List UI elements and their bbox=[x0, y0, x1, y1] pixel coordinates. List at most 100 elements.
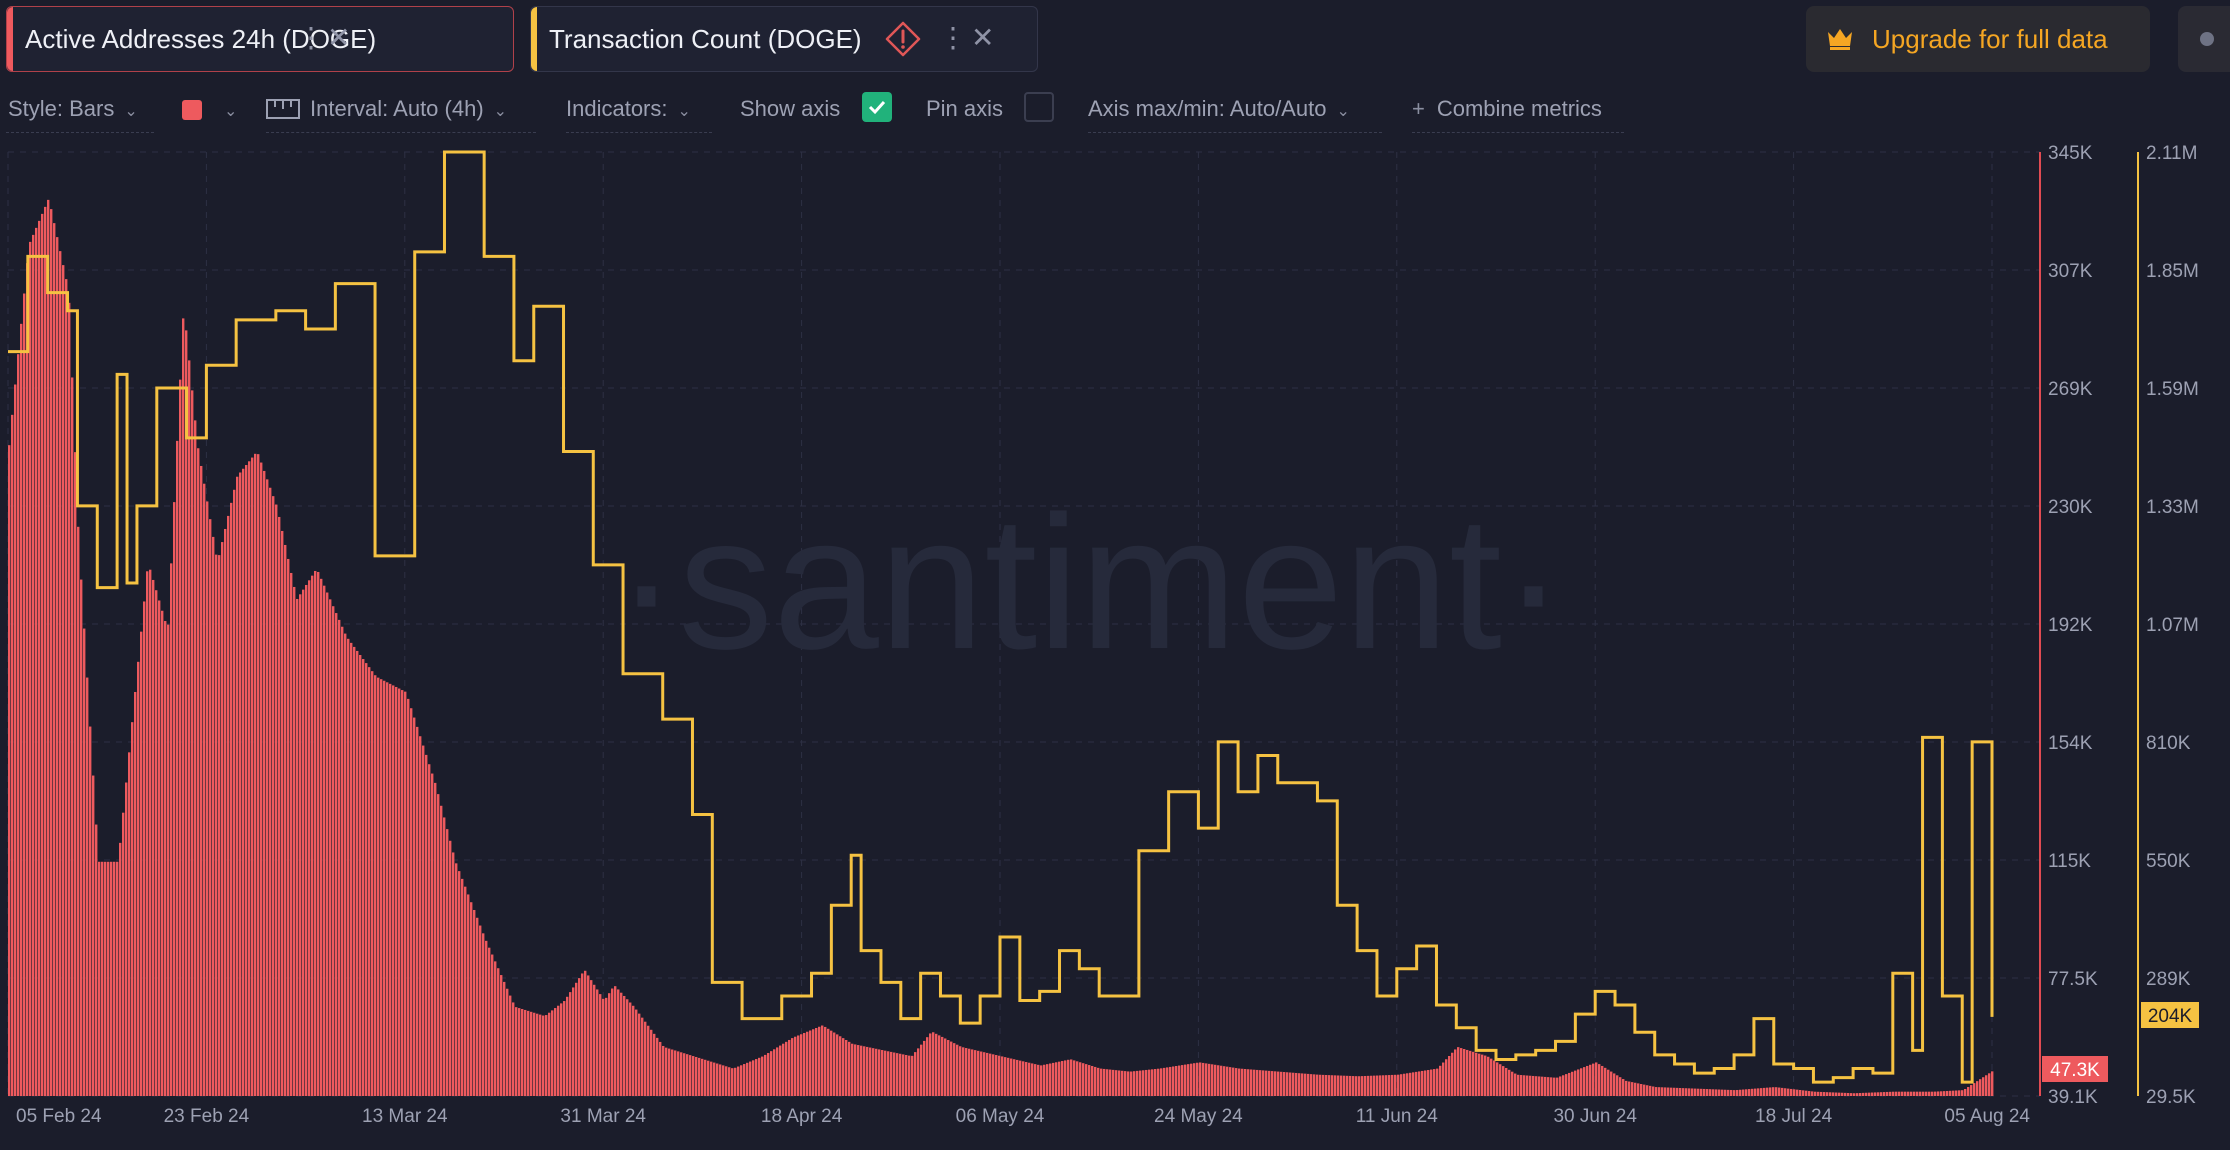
bar bbox=[1976, 1081, 1979, 1096]
show-axis-label: Show axis bbox=[740, 96, 841, 121]
bar bbox=[1988, 1073, 1991, 1096]
bar bbox=[752, 1060, 755, 1096]
bar bbox=[1628, 1081, 1631, 1096]
show-axis-checkbox[interactable] bbox=[862, 92, 892, 122]
corner-menu-button[interactable] bbox=[2178, 6, 2230, 72]
indicators-dropdown[interactable]: Indicators: ⌄ bbox=[566, 96, 691, 122]
color-chevron[interactable]: ⌄ bbox=[214, 96, 237, 122]
bar bbox=[1925, 1091, 1928, 1096]
style-dropdown[interactable]: Style: Bars ⌄ bbox=[8, 96, 138, 122]
bar bbox=[1943, 1091, 1946, 1096]
bar bbox=[680, 1052, 683, 1096]
bar bbox=[1580, 1068, 1583, 1096]
bar bbox=[1250, 1069, 1253, 1096]
bar bbox=[263, 470, 266, 1096]
bar bbox=[962, 1047, 965, 1096]
bar bbox=[980, 1051, 983, 1096]
bar bbox=[1802, 1090, 1805, 1096]
bar bbox=[1211, 1064, 1214, 1096]
bar bbox=[1805, 1090, 1808, 1096]
left-tick-label: 345K bbox=[2048, 143, 2093, 164]
bar bbox=[413, 717, 416, 1096]
bar bbox=[1703, 1088, 1706, 1096]
bar bbox=[1205, 1063, 1208, 1096]
bar bbox=[479, 925, 482, 1096]
bar bbox=[1151, 1069, 1154, 1096]
bar bbox=[497, 968, 500, 1096]
bar bbox=[986, 1052, 989, 1096]
bar bbox=[662, 1045, 665, 1096]
tab-active-addresses[interactable]: Active Addresses 24h (DOGE) ⋮ ✕ bbox=[6, 6, 514, 72]
bar bbox=[281, 530, 284, 1096]
bar bbox=[1559, 1076, 1562, 1096]
bar bbox=[1853, 1093, 1856, 1096]
pin-axis-checkbox[interactable] bbox=[1024, 92, 1054, 122]
bar bbox=[38, 220, 41, 1096]
bar bbox=[1274, 1071, 1277, 1096]
bar bbox=[1004, 1057, 1007, 1096]
axis-maxmin-dropdown[interactable]: Axis max/min: Auto/Auto ⌄ bbox=[1088, 96, 1350, 122]
bar bbox=[1391, 1074, 1394, 1096]
bar bbox=[1682, 1088, 1685, 1096]
chart-canvas[interactable]: ·santiment· 345K 307K 269K 230K 192K 154K 115K… bbox=[0, 140, 2230, 1150]
bar bbox=[596, 989, 599, 1096]
bar bbox=[977, 1050, 980, 1096]
bar bbox=[182, 318, 185, 1096]
bar bbox=[1214, 1064, 1217, 1096]
bar bbox=[404, 691, 407, 1096]
bar bbox=[293, 586, 296, 1096]
bar bbox=[1556, 1077, 1559, 1096]
bar bbox=[311, 575, 314, 1096]
metric-tab-bar: Active Addresses 24h (DOGE) ⋮ ✕ Transact… bbox=[0, 0, 2230, 80]
close-icon[interactable]: ✕ bbox=[327, 22, 351, 53]
bar bbox=[419, 736, 422, 1096]
bar bbox=[1409, 1072, 1412, 1096]
warning-icon[interactable] bbox=[885, 21, 921, 57]
bar bbox=[332, 606, 335, 1096]
bar bbox=[536, 1013, 539, 1096]
bar bbox=[1565, 1074, 1568, 1096]
left-tick-label: 77.5K bbox=[2048, 969, 2098, 990]
bar bbox=[1046, 1064, 1049, 1096]
bar bbox=[854, 1044, 857, 1096]
bar bbox=[1520, 1075, 1523, 1096]
upgrade-button[interactable]: Upgrade for full data bbox=[1806, 6, 2150, 72]
tab-transaction-count[interactable]: Transaction Count (DOGE) ⋮ ✕ bbox=[530, 6, 1038, 72]
bar bbox=[353, 646, 356, 1096]
more-options-icon[interactable]: ⋮ bbox=[297, 22, 325, 53]
bar bbox=[542, 1015, 545, 1096]
bar bbox=[512, 1002, 515, 1096]
bar bbox=[188, 360, 191, 1096]
interval-dropdown[interactable]: Interval: Auto (4h) ⌄ bbox=[266, 96, 507, 122]
bar bbox=[1511, 1071, 1514, 1096]
bar bbox=[1328, 1075, 1331, 1096]
bar bbox=[530, 1011, 533, 1096]
color-swatch[interactable] bbox=[182, 100, 202, 120]
bar bbox=[1373, 1075, 1376, 1096]
bar bbox=[1397, 1074, 1400, 1096]
bar bbox=[1439, 1065, 1442, 1096]
grid-lines bbox=[7, 151, 2040, 1097]
bar bbox=[1991, 1071, 1994, 1096]
bar bbox=[1118, 1070, 1121, 1096]
bar bbox=[422, 745, 425, 1096]
bar bbox=[620, 992, 623, 1096]
bar bbox=[1139, 1070, 1142, 1096]
bar bbox=[1910, 1091, 1913, 1096]
bar bbox=[959, 1046, 962, 1096]
bar bbox=[1415, 1071, 1418, 1096]
bar bbox=[1451, 1052, 1454, 1096]
bar bbox=[1748, 1089, 1751, 1096]
more-options-icon[interactable]: ⋮ bbox=[939, 22, 967, 53]
bar bbox=[1235, 1068, 1238, 1096]
close-icon[interactable]: ✕ bbox=[971, 22, 995, 53]
bar bbox=[203, 483, 206, 1096]
bar bbox=[884, 1050, 887, 1096]
bar bbox=[1688, 1088, 1691, 1096]
bar bbox=[1271, 1071, 1274, 1096]
bar bbox=[764, 1054, 767, 1096]
bar bbox=[89, 726, 92, 1096]
combine-metrics-button[interactable]: + Combine metrics bbox=[1412, 96, 1602, 122]
bar bbox=[386, 682, 389, 1096]
bar bbox=[371, 671, 374, 1096]
